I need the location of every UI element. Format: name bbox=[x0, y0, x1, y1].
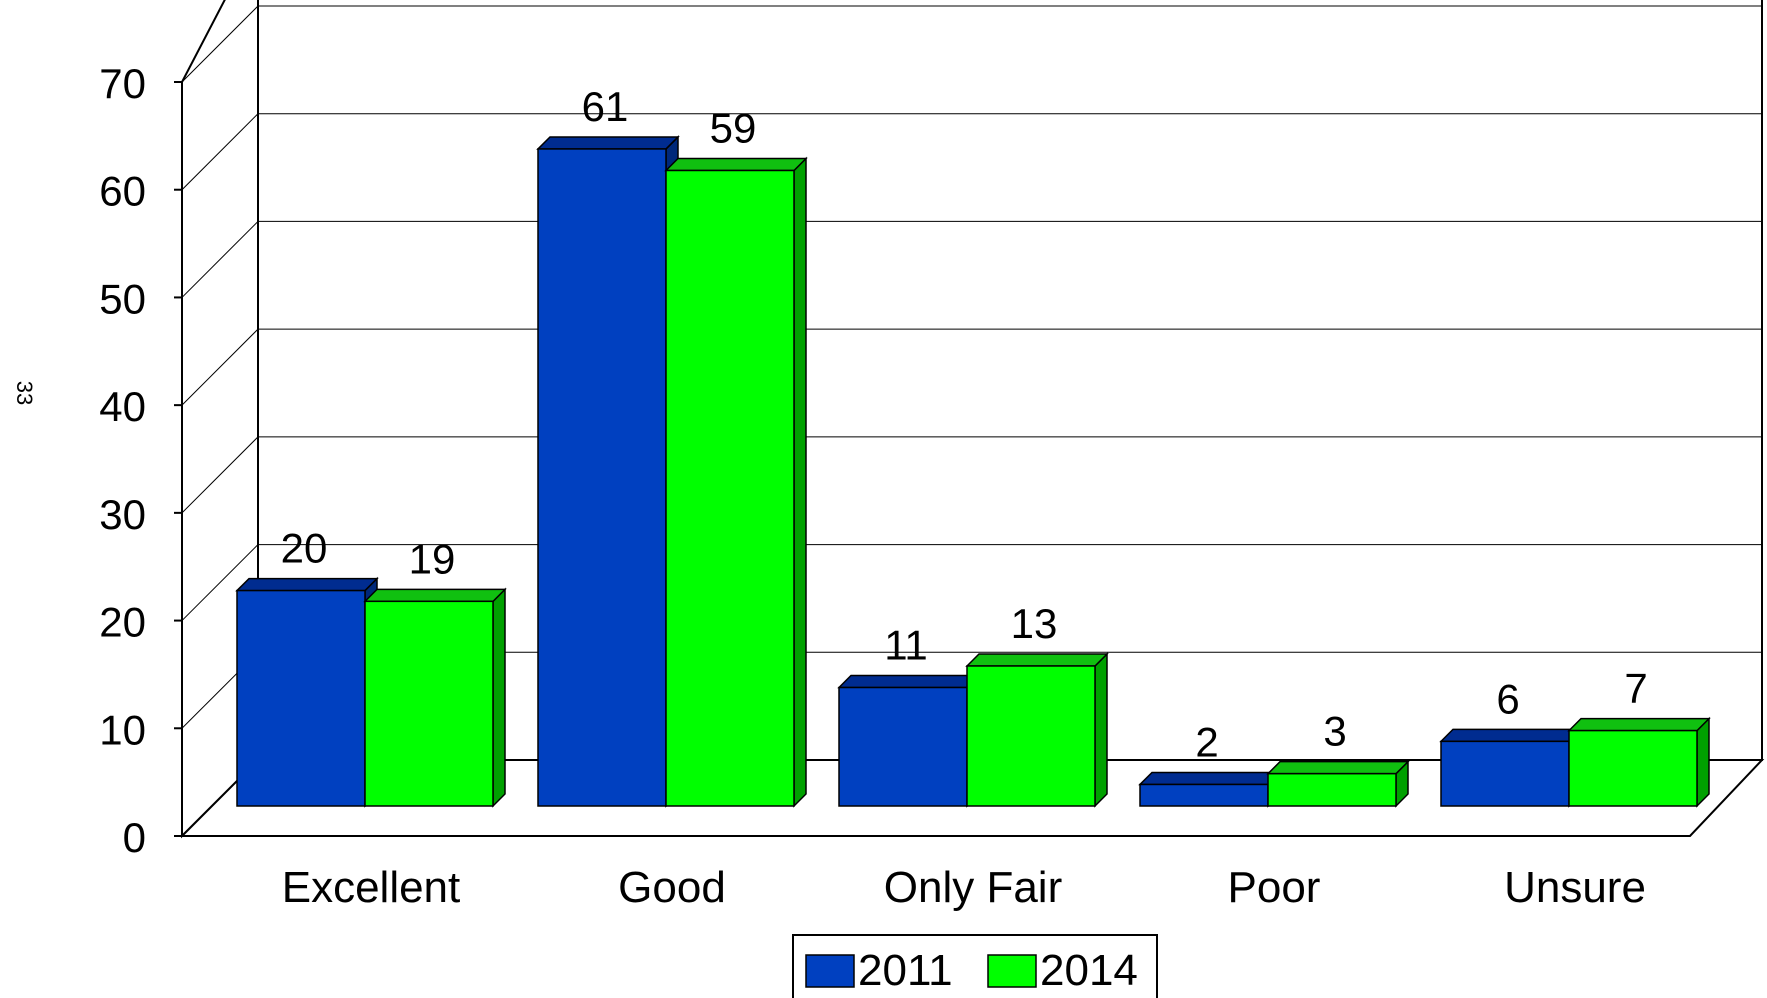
y-tick-label: 60 bbox=[99, 168, 146, 215]
bar-top bbox=[837, 674, 981, 689]
data-label: 2 bbox=[1195, 718, 1218, 765]
gridline-side bbox=[181, 113, 259, 191]
legend-swatch bbox=[987, 954, 1037, 988]
legend-label: 2014 bbox=[1040, 946, 1138, 995]
bar-top bbox=[664, 157, 808, 172]
gridlines bbox=[181, 5, 1762, 729]
legend: 2011 2014 bbox=[792, 934, 1158, 998]
y-axis: 0 10 20 30 40 50 60 70 bbox=[99, 60, 183, 861]
data-labels: 20 19 61 59 11 13 2 3 6 7 bbox=[281, 83, 1648, 766]
x-axis: Excellent Good Only Fair Poor Unsure bbox=[282, 863, 1646, 912]
bar-top bbox=[363, 588, 507, 603]
data-label: 7 bbox=[1624, 665, 1647, 712]
bar-side bbox=[1696, 716, 1710, 808]
x-tick-label: Unsure bbox=[1504, 863, 1646, 912]
y-tick-label: 50 bbox=[99, 275, 146, 322]
bar-top bbox=[235, 577, 379, 592]
gridline-side bbox=[181, 5, 259, 83]
gridline-side bbox=[181, 544, 259, 621]
data-label: 13 bbox=[1011, 600, 1058, 647]
bar-side bbox=[793, 156, 807, 808]
bar bbox=[838, 686, 968, 807]
data-label: 61 bbox=[582, 83, 629, 130]
data-label: 19 bbox=[409, 535, 456, 582]
y-tick-label: 30 bbox=[99, 491, 146, 538]
bar-top bbox=[1138, 771, 1282, 786]
legend-swatch bbox=[805, 954, 855, 988]
bars bbox=[235, 135, 1711, 808]
data-label: 11 bbox=[884, 622, 928, 669]
x-tick-label: Good bbox=[618, 863, 726, 912]
gridline-side bbox=[181, 328, 259, 406]
bar-side bbox=[1094, 652, 1108, 808]
bar-top bbox=[1439, 728, 1583, 743]
bar bbox=[537, 148, 667, 807]
bar-top bbox=[1266, 760, 1410, 775]
y-tick-label: 40 bbox=[99, 383, 146, 430]
gridline-side bbox=[181, 436, 259, 514]
y-tick-label: 20 bbox=[99, 599, 146, 646]
legend-label: 2011 bbox=[858, 946, 953, 995]
back-wall bbox=[257, 0, 1763, 761]
y-tick-label: 70 bbox=[99, 60, 146, 107]
x-tick-label: Excellent bbox=[282, 863, 461, 912]
data-label: 20 bbox=[281, 525, 328, 572]
y-tick-label: 10 bbox=[99, 706, 146, 753]
bar bbox=[1267, 772, 1397, 807]
x-tick-label: Only Fair bbox=[884, 863, 1062, 912]
bar bbox=[966, 665, 1096, 807]
bar bbox=[1139, 783, 1269, 807]
gridline-side bbox=[181, 221, 259, 298]
data-label: 59 bbox=[710, 104, 757, 151]
data-label: 3 bbox=[1323, 708, 1346, 755]
bar-top bbox=[965, 653, 1109, 667]
bar-top bbox=[536, 136, 680, 150]
bar bbox=[236, 589, 366, 807]
data-label: 6 bbox=[1496, 675, 1519, 722]
x-tick-label: Poor bbox=[1228, 863, 1321, 912]
bar bbox=[1568, 729, 1698, 807]
bar-side bbox=[492, 587, 506, 808]
bar-top bbox=[1567, 717, 1711, 732]
bar bbox=[665, 169, 795, 807]
bar bbox=[364, 600, 494, 807]
y-tick-label: 0 bbox=[123, 814, 146, 861]
bar bbox=[1440, 740, 1570, 807]
